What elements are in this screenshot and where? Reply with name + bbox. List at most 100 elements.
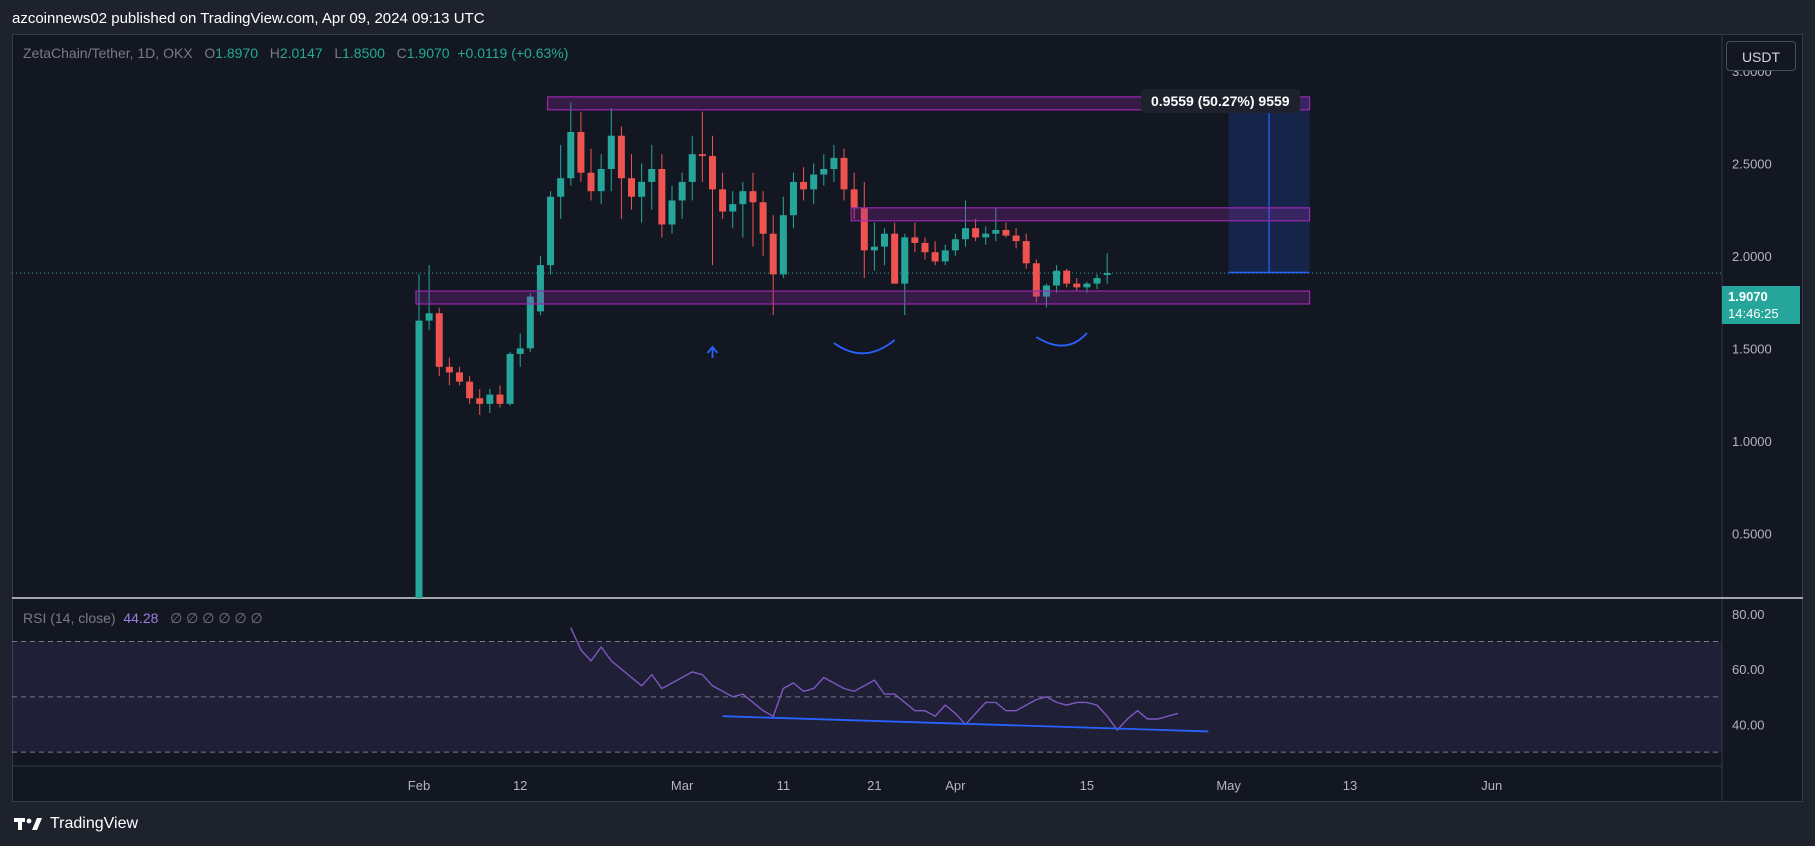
last-price-tag: 1.9070 14:46:25 <box>1722 286 1800 324</box>
time-tick-label: 21 <box>867 778 881 793</box>
candle-body <box>961 228 969 240</box>
candle-body <box>658 168 666 225</box>
rsi-band-fill <box>12 641 1722 753</box>
rsi-tick-label: 60.00 <box>1732 662 1765 677</box>
candle-body <box>628 178 636 197</box>
price-tick-label: 2.5000 <box>1732 156 1772 171</box>
candle-body <box>1002 230 1010 236</box>
footer-brand-label: TradingView <box>50 815 139 832</box>
candle-body <box>931 252 939 262</box>
support-resistance-zone <box>415 290 1311 305</box>
candle-body <box>870 246 878 251</box>
candle-body <box>435 313 443 367</box>
candle-body <box>1073 283 1081 288</box>
support-resistance-zone <box>850 207 1311 222</box>
candle-body <box>516 348 524 354</box>
candle-body <box>415 320 423 598</box>
candle-body <box>466 381 474 399</box>
time-tick-label: 13 <box>1343 778 1357 793</box>
open-value: 1.8970 <box>215 45 259 61</box>
time-tick-label: Mar <box>671 778 694 793</box>
close-label: C <box>396 45 407 61</box>
rsi-extras: ∅ ∅ ∅ ∅ ∅ ∅ <box>170 610 263 626</box>
open-label: O <box>204 45 216 61</box>
price-tick-label: 1.5000 <box>1732 341 1772 356</box>
candle-body <box>577 132 585 173</box>
candle-body <box>992 230 1000 234</box>
candle-body <box>547 196 555 266</box>
candle-body <box>739 191 747 205</box>
candle-body <box>820 168 828 175</box>
rsi-line <box>570 627 1179 732</box>
time-tick-label: Jun <box>1481 778 1502 793</box>
candle-body <box>425 313 433 321</box>
candle-body <box>708 156 716 190</box>
candle-body <box>921 242 929 253</box>
footer-brand[interactable]: TradingView <box>14 815 138 833</box>
candle-body <box>526 296 534 349</box>
candle-body <box>536 265 544 312</box>
candle-body <box>891 233 899 284</box>
time-tick-label: Apr <box>945 778 966 793</box>
candle-body <box>810 174 818 190</box>
rsi-label: RSI (14, close) <box>23 610 116 626</box>
last-price-value: 1.9070 <box>1728 289 1768 304</box>
tradingview-logo-icon <box>14 818 42 830</box>
candle-body <box>729 204 737 212</box>
rsi-legend: RSI (14, close) 44.28 ∅ ∅ ∅ ∅ ∅ ∅ <box>23 610 263 627</box>
countdown-value: 14:46:25 <box>1728 306 1779 321</box>
change-value: +0.0119 (+0.63%) <box>457 45 569 61</box>
candle-body <box>567 132 575 179</box>
candle-body <box>901 237 909 284</box>
candle-body <box>941 250 949 262</box>
candle-body <box>678 181 686 201</box>
candle-body <box>455 372 463 382</box>
candle-body <box>982 233 990 238</box>
bottom-curve-1 <box>833 339 896 355</box>
chart-frame[interactable] <box>12 34 1803 802</box>
support-resistance-zone <box>546 96 1311 111</box>
rsi-tick-label: 40.00 <box>1732 718 1765 733</box>
candle-body <box>1053 270 1061 286</box>
time-tick-label: 15 <box>1080 778 1094 793</box>
candle-body <box>445 366 453 373</box>
candle-body <box>1083 283 1091 288</box>
candle-body <box>1093 278 1101 284</box>
candle-body <box>648 168 656 182</box>
candle-body <box>830 157 838 169</box>
candle-body <box>719 189 727 212</box>
measure-label: 0.9559 (50.27%) 9559 <box>1141 89 1300 113</box>
rsi-value: 44.28 <box>123 610 159 626</box>
low-label: L <box>334 45 343 61</box>
candle-body <box>496 394 504 404</box>
candle-body <box>638 181 646 197</box>
time-tick-label: Feb <box>408 778 430 793</box>
price-tick-label: 2.0000 <box>1732 249 1772 264</box>
candle-body <box>557 178 565 197</box>
candle-body <box>1063 270 1071 284</box>
candle-body <box>850 189 858 208</box>
candle-body <box>860 207 868 251</box>
candle-body <box>698 154 706 157</box>
candle-body <box>779 215 787 275</box>
time-tick-label: 12 <box>513 778 527 793</box>
candle-body <box>476 398 484 404</box>
up-arrow-head <box>706 345 719 354</box>
price-tick-label: 1.0000 <box>1732 434 1772 449</box>
candle-body <box>1032 263 1040 297</box>
candle-body <box>769 233 777 275</box>
candle-body <box>607 135 615 169</box>
candle-body <box>617 135 625 179</box>
candle-body <box>840 157 848 190</box>
candle-body <box>759 202 767 234</box>
time-tick-label: May <box>1216 778 1241 793</box>
candle-body <box>597 168 605 192</box>
symbol-name: ZetaChain/Tether, 1D, OKX <box>23 45 193 61</box>
close-value: 1.9070 <box>406 45 450 61</box>
candle-body <box>506 353 514 404</box>
currency-button[interactable]: USDT <box>1726 41 1796 71</box>
high-value: 2.0147 <box>279 45 323 61</box>
publisher-header: azcoinnews02 published on TradingView.co… <box>12 10 485 27</box>
candle-body <box>800 181 808 190</box>
